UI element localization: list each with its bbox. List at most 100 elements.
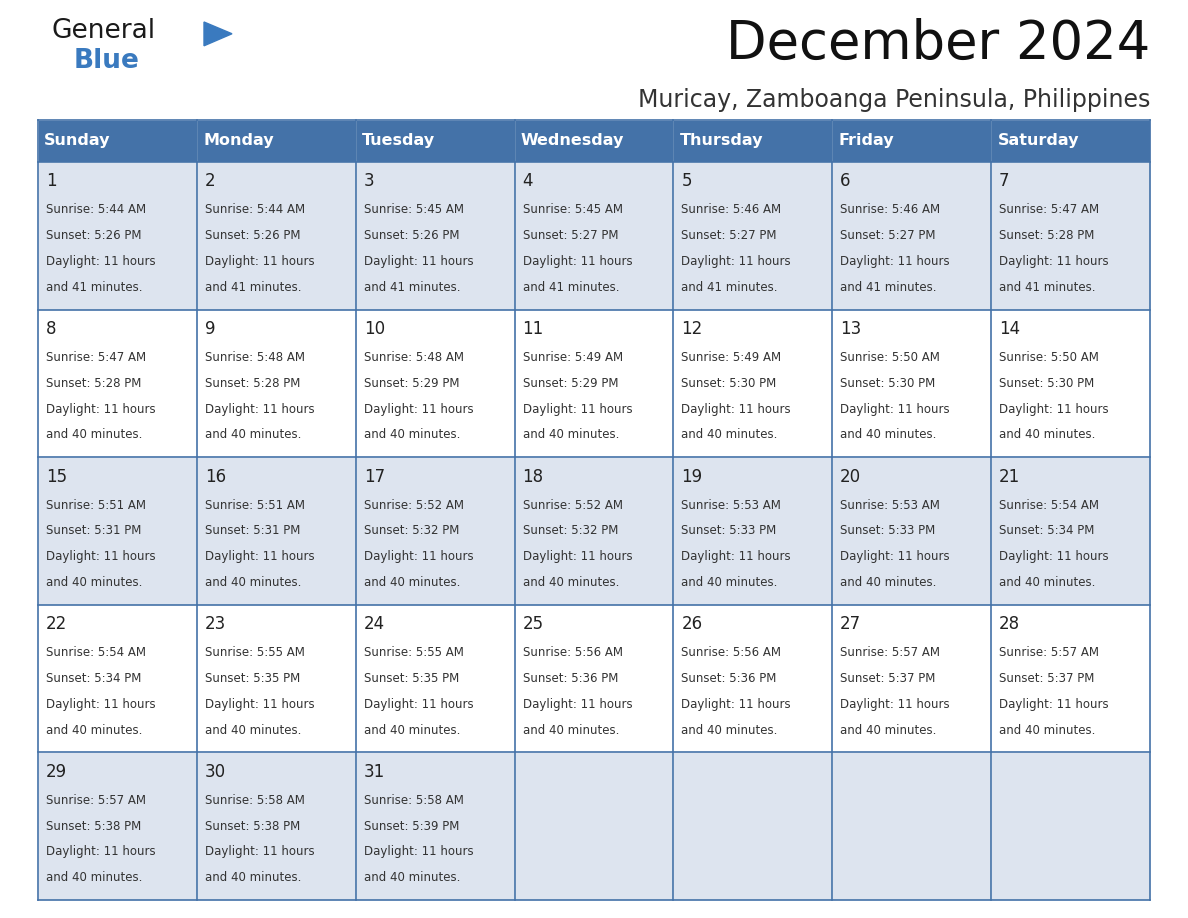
Text: Sunset: 5:30 PM: Sunset: 5:30 PM — [999, 376, 1094, 390]
Text: 7: 7 — [999, 173, 1010, 190]
Text: 1: 1 — [46, 173, 57, 190]
Text: Sunset: 5:26 PM: Sunset: 5:26 PM — [204, 230, 301, 242]
Bar — [38, 753, 197, 900]
Text: Sunrise: 5:57 AM: Sunrise: 5:57 AM — [840, 646, 940, 659]
Text: 24: 24 — [364, 615, 385, 633]
Text: Daylight: 11 hours: Daylight: 11 hours — [46, 845, 156, 858]
Text: Sunset: 5:31 PM: Sunset: 5:31 PM — [204, 524, 301, 537]
Text: and 41 minutes.: and 41 minutes. — [682, 281, 778, 294]
Bar — [38, 162, 197, 309]
Bar — [674, 162, 833, 309]
Text: Sunset: 5:35 PM: Sunset: 5:35 PM — [364, 672, 459, 685]
Text: and 40 minutes.: and 40 minutes. — [46, 871, 143, 884]
Text: 8: 8 — [46, 320, 57, 338]
Text: and 40 minutes.: and 40 minutes. — [46, 576, 143, 589]
Bar — [833, 457, 991, 605]
Text: and 40 minutes.: and 40 minutes. — [999, 723, 1095, 736]
Polygon shape — [204, 22, 232, 46]
Text: 3: 3 — [364, 173, 374, 190]
Text: Daylight: 11 hours: Daylight: 11 hours — [46, 403, 156, 416]
Text: Wednesday: Wednesday — [520, 133, 625, 149]
Text: Sunset: 5:28 PM: Sunset: 5:28 PM — [46, 376, 141, 390]
Bar — [355, 162, 514, 309]
Text: and 41 minutes.: and 41 minutes. — [364, 281, 460, 294]
Text: 28: 28 — [999, 615, 1020, 633]
Bar — [674, 457, 833, 605]
Text: Daylight: 11 hours: Daylight: 11 hours — [999, 255, 1108, 268]
Bar — [991, 457, 1150, 605]
Text: Sunrise: 5:56 AM: Sunrise: 5:56 AM — [682, 646, 782, 659]
Text: Daylight: 11 hours: Daylight: 11 hours — [204, 845, 315, 858]
Text: Saturday: Saturday — [998, 133, 1079, 149]
Text: 31: 31 — [364, 763, 385, 780]
Text: Daylight: 11 hours: Daylight: 11 hours — [204, 550, 315, 563]
Bar — [197, 309, 355, 457]
Text: 27: 27 — [840, 615, 861, 633]
Text: Muricay, Zamboanga Peninsula, Philippines: Muricay, Zamboanga Peninsula, Philippine… — [638, 88, 1150, 112]
Text: and 41 minutes.: and 41 minutes. — [204, 281, 302, 294]
Text: 16: 16 — [204, 467, 226, 486]
Text: and 40 minutes.: and 40 minutes. — [364, 723, 460, 736]
Text: Sunrise: 5:49 AM: Sunrise: 5:49 AM — [682, 351, 782, 364]
Text: Sunset: 5:31 PM: Sunset: 5:31 PM — [46, 524, 141, 537]
Bar — [674, 605, 833, 753]
Text: Sunrise: 5:49 AM: Sunrise: 5:49 AM — [523, 351, 623, 364]
Text: Sunset: 5:29 PM: Sunset: 5:29 PM — [364, 376, 459, 390]
Bar — [514, 457, 674, 605]
Text: Sunrise: 5:51 AM: Sunrise: 5:51 AM — [46, 498, 146, 511]
Bar — [674, 309, 833, 457]
Text: 9: 9 — [204, 320, 215, 338]
Text: Sunrise: 5:46 AM: Sunrise: 5:46 AM — [682, 203, 782, 217]
Text: Monday: Monday — [203, 133, 274, 149]
Bar — [197, 162, 355, 309]
Text: Sunset: 5:26 PM: Sunset: 5:26 PM — [46, 230, 141, 242]
Text: Sunrise: 5:53 AM: Sunrise: 5:53 AM — [840, 498, 940, 511]
Text: and 40 minutes.: and 40 minutes. — [204, 576, 302, 589]
Text: 30: 30 — [204, 763, 226, 780]
Text: Sunrise: 5:46 AM: Sunrise: 5:46 AM — [840, 203, 941, 217]
Bar — [514, 120, 674, 162]
Bar — [833, 309, 991, 457]
Text: and 40 minutes.: and 40 minutes. — [682, 429, 778, 442]
Text: Sunset: 5:37 PM: Sunset: 5:37 PM — [999, 672, 1094, 685]
Text: Sunrise: 5:47 AM: Sunrise: 5:47 AM — [999, 203, 1099, 217]
Text: 19: 19 — [682, 467, 702, 486]
Bar — [197, 605, 355, 753]
Text: 11: 11 — [523, 320, 544, 338]
Bar — [38, 605, 197, 753]
Text: Daylight: 11 hours: Daylight: 11 hours — [204, 255, 315, 268]
Text: Daylight: 11 hours: Daylight: 11 hours — [999, 403, 1108, 416]
Text: General: General — [52, 18, 156, 44]
Text: and 40 minutes.: and 40 minutes. — [840, 723, 936, 736]
Text: and 40 minutes.: and 40 minutes. — [523, 429, 619, 442]
Text: and 41 minutes.: and 41 minutes. — [999, 281, 1095, 294]
Text: Daylight: 11 hours: Daylight: 11 hours — [523, 255, 632, 268]
Bar — [991, 120, 1150, 162]
Text: and 40 minutes.: and 40 minutes. — [204, 723, 302, 736]
Text: Daylight: 11 hours: Daylight: 11 hours — [364, 550, 473, 563]
Bar — [355, 753, 514, 900]
Text: 17: 17 — [364, 467, 385, 486]
Text: Sunrise: 5:58 AM: Sunrise: 5:58 AM — [364, 794, 463, 807]
Text: Daylight: 11 hours: Daylight: 11 hours — [682, 255, 791, 268]
Text: Sunrise: 5:55 AM: Sunrise: 5:55 AM — [204, 646, 304, 659]
Text: Friday: Friday — [839, 133, 895, 149]
Text: Tuesday: Tuesday — [362, 133, 435, 149]
Text: and 40 minutes.: and 40 minutes. — [999, 429, 1095, 442]
Text: Daylight: 11 hours: Daylight: 11 hours — [364, 403, 473, 416]
Text: Sunset: 5:34 PM: Sunset: 5:34 PM — [46, 672, 141, 685]
Text: and 41 minutes.: and 41 minutes. — [46, 281, 143, 294]
Bar — [355, 120, 514, 162]
Text: Daylight: 11 hours: Daylight: 11 hours — [840, 550, 950, 563]
Text: Sunrise: 5:57 AM: Sunrise: 5:57 AM — [999, 646, 1099, 659]
Text: and 40 minutes.: and 40 minutes. — [840, 576, 936, 589]
Bar — [197, 457, 355, 605]
Text: Sunrise: 5:45 AM: Sunrise: 5:45 AM — [364, 203, 463, 217]
Text: Daylight: 11 hours: Daylight: 11 hours — [46, 550, 156, 563]
Text: Daylight: 11 hours: Daylight: 11 hours — [204, 403, 315, 416]
Bar — [355, 605, 514, 753]
Text: Sunset: 5:32 PM: Sunset: 5:32 PM — [523, 524, 618, 537]
Text: Sunset: 5:33 PM: Sunset: 5:33 PM — [840, 524, 935, 537]
Text: Sunrise: 5:58 AM: Sunrise: 5:58 AM — [204, 794, 304, 807]
Text: Daylight: 11 hours: Daylight: 11 hours — [523, 403, 632, 416]
